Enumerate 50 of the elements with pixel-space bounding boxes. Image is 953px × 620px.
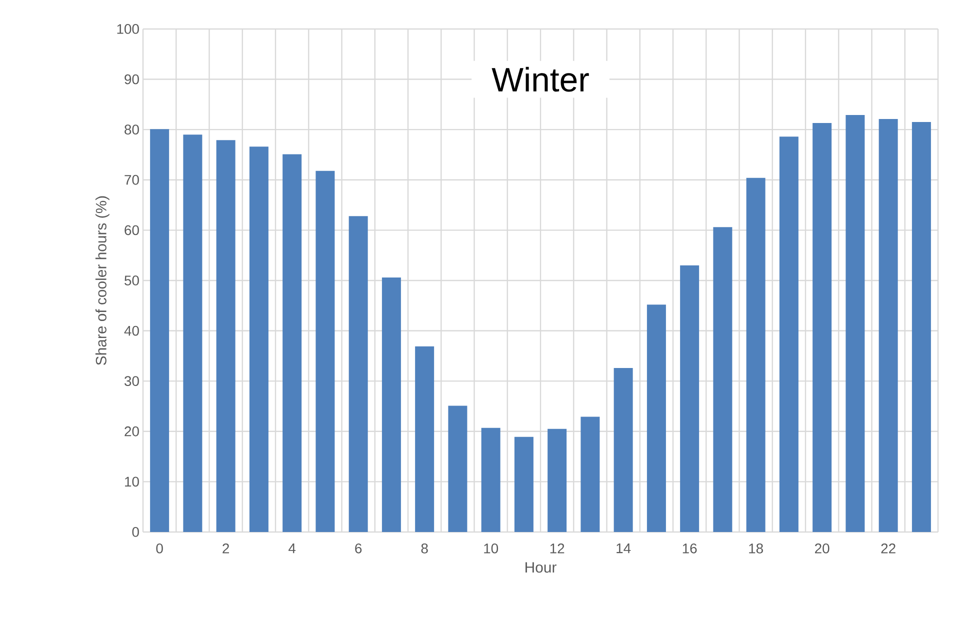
x-tick-label: 0 [156,543,163,554]
y-tick-label: 80 [124,124,139,135]
bar [514,436,534,532]
y-tick-label: 100 [117,24,139,34]
y-tick-label: 0 [132,527,139,537]
bar [150,129,170,532]
bar [680,265,700,532]
x-tick-label: 20 [815,543,830,554]
bar [614,368,633,532]
x-tick-label: 2 [222,543,230,554]
y-tick-label: 40 [124,326,139,336]
bar [912,122,931,532]
x-tick-label: 18 [749,543,763,554]
bar [746,178,766,532]
bar [779,136,798,532]
y-tick-label: 70 [124,174,139,185]
y-tick-label: 20 [124,426,139,436]
x-tick-label: 16 [682,543,697,554]
bar [183,134,202,532]
bar [216,140,236,532]
y-tick-label: 30 [124,376,139,386]
y-tick-label: 50 [124,276,139,286]
bar [382,277,401,532]
y-tick-label: 10 [125,476,139,487]
x-tick-label: 22 [881,543,896,554]
bar [316,170,335,532]
bar [481,428,500,532]
bar [348,216,368,532]
bar [812,123,832,532]
bar [415,346,434,532]
x-tick-label: 6 [355,543,362,554]
bar [878,119,898,532]
text: Winter [492,66,589,92]
bar [548,428,567,532]
bar [249,146,268,532]
x-axis-title: Hour [526,562,556,573]
bar [580,416,600,532]
y-tick-label: 90 [124,74,139,84]
y-tick-label: 60 [124,225,139,236]
bar [448,406,468,532]
x-tick-label: 14 [616,544,631,554]
bar [282,154,302,532]
x-tick-label: 4 [288,544,296,554]
bar [846,114,865,532]
bar [646,304,666,532]
x-tick-label: 12 [550,543,564,554]
x-tick-label: 10 [484,543,498,554]
y-axis-title: Share of cooler hours (%) [95,196,110,365]
bar [713,227,732,532]
x-tick-label: 8 [421,543,428,554]
